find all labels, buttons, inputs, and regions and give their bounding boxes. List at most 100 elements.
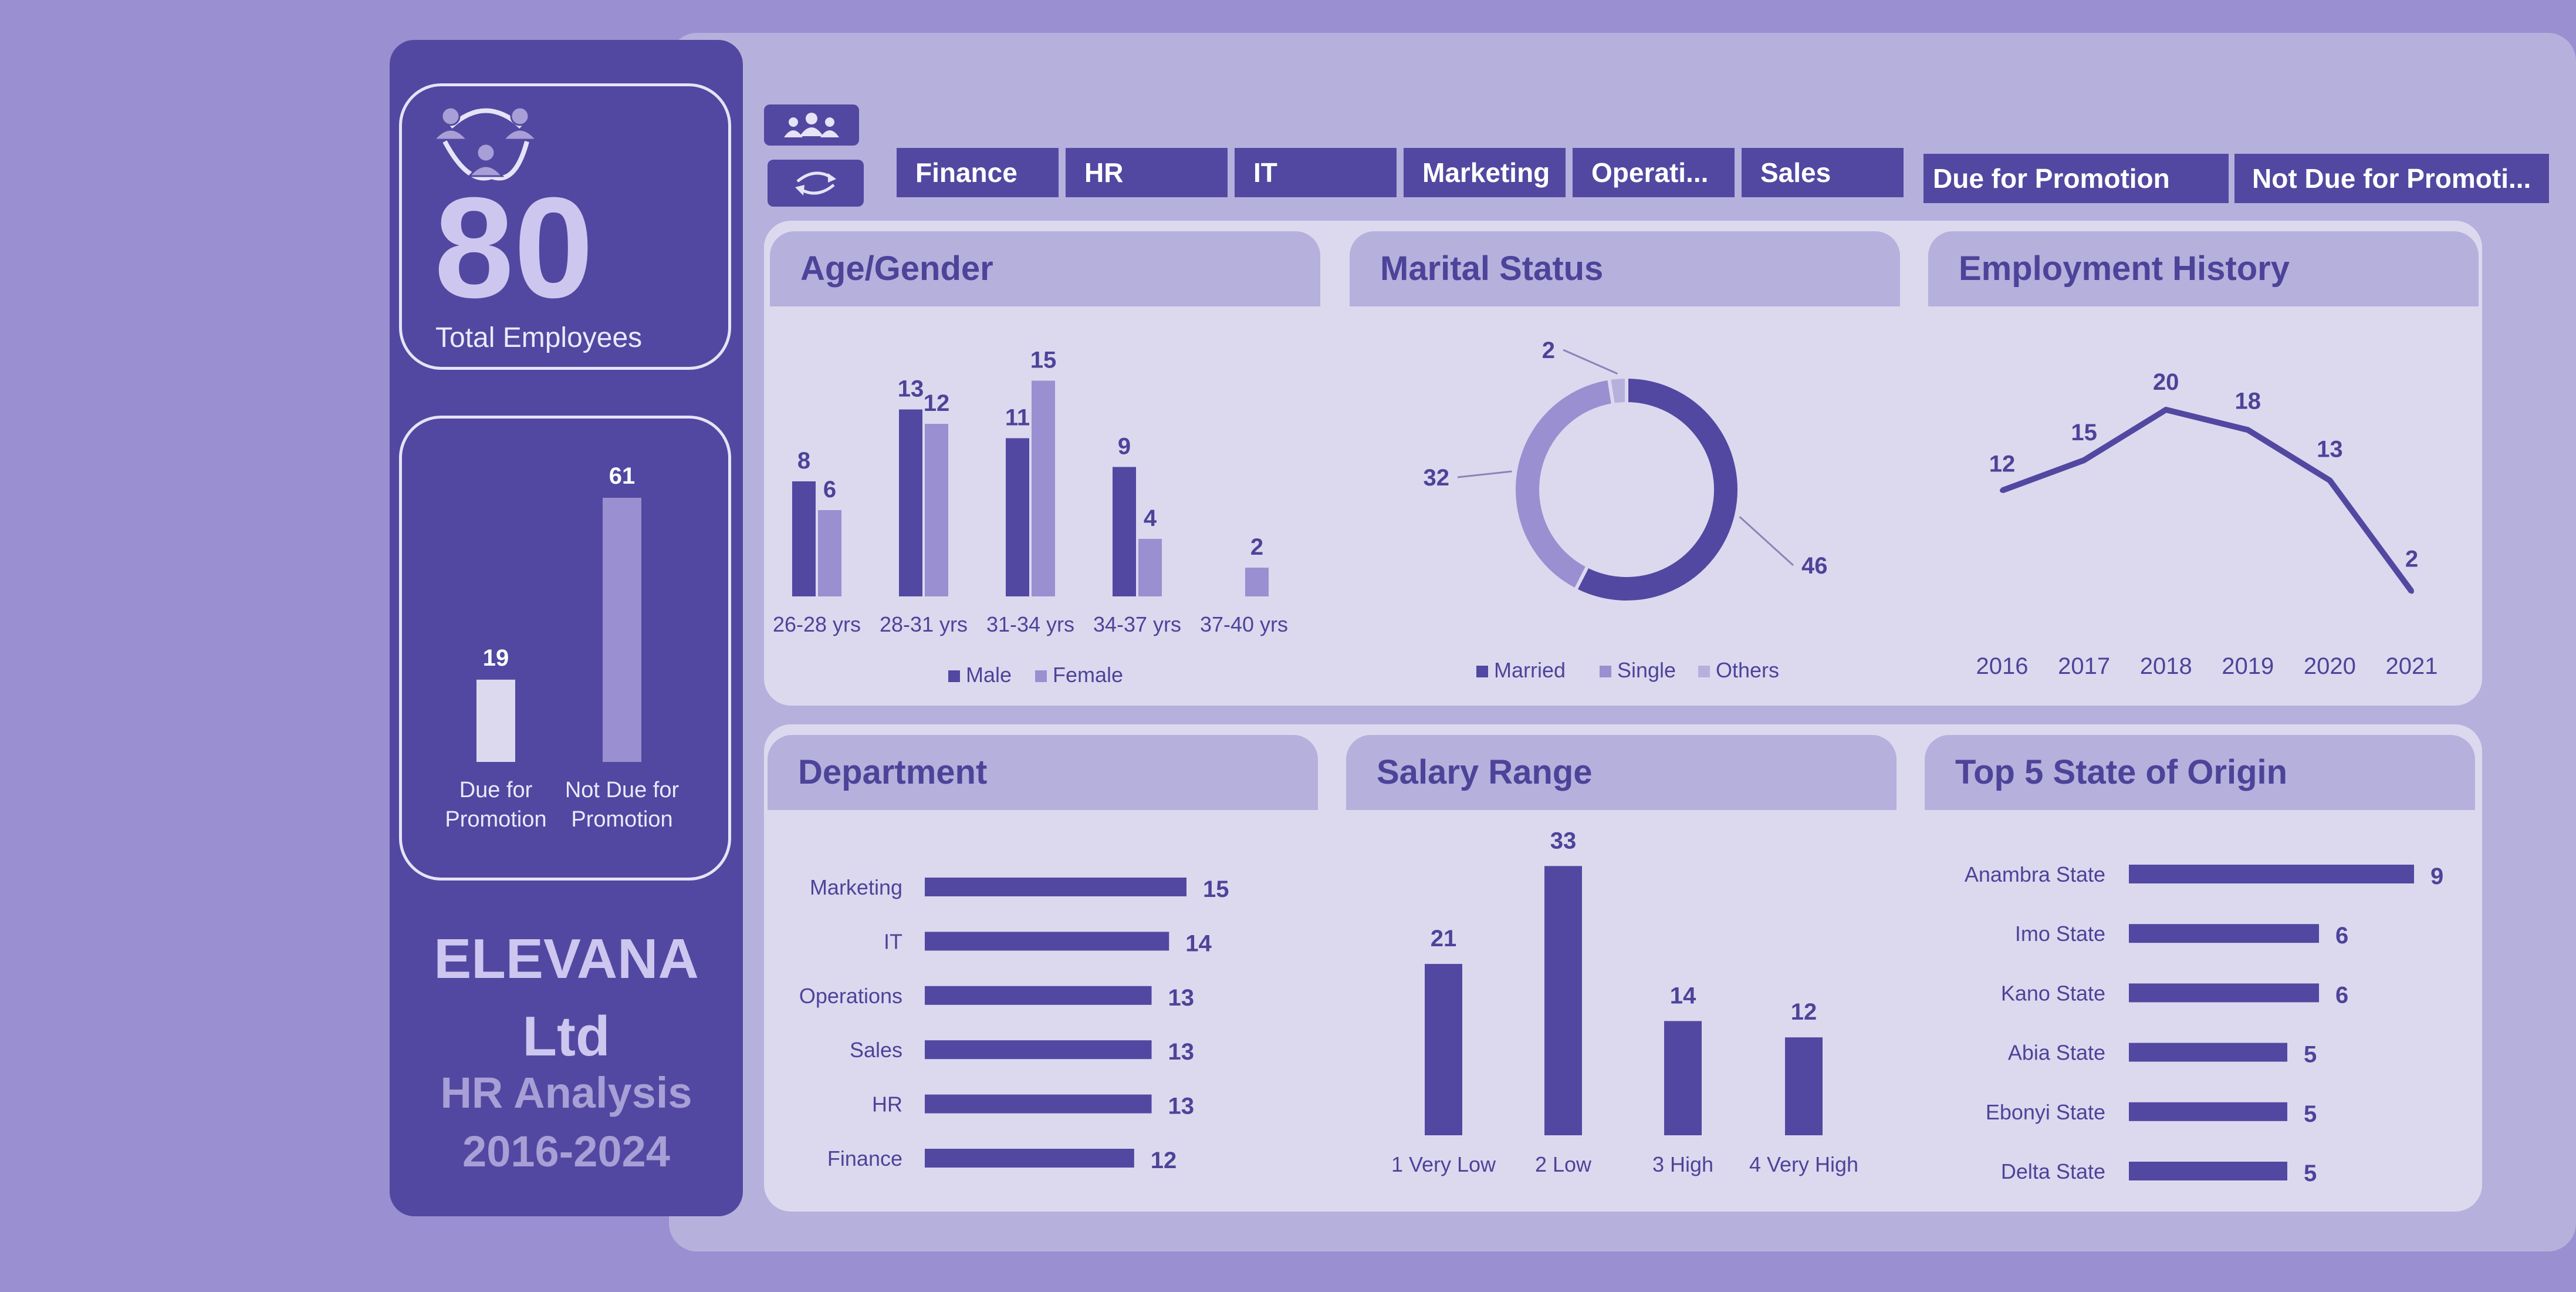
history-value-label: 15 [2071, 420, 2097, 446]
states-bar-kano-state [2129, 983, 2319, 1003]
legend-label-married: Married [1494, 658, 1566, 682]
age-value-label: 6 [823, 477, 836, 502]
states-value-label: 6 [2335, 982, 2348, 1008]
department-category-label: Sales [850, 1038, 902, 1062]
salary-category-label: 1 Very Low [1391, 1152, 1496, 1176]
legend-swatch-male [948, 670, 960, 682]
states-category-label: Ebonyi State [1986, 1100, 2105, 1124]
history-point-2016 [2000, 488, 2004, 493]
states-category-label: Kano State [2001, 981, 2105, 1005]
salary-bar-1-very-low [1425, 964, 1462, 1135]
department-bar-it [925, 932, 1169, 951]
slicer-sales[interactable]: Sales [1742, 148, 1904, 197]
slicer-due-for-promotion[interactable]: Due for Promotion [1923, 154, 2229, 203]
company-name: ELEVANA Ltd [390, 920, 743, 1075]
age-bar-male-28-31-yrs [899, 409, 922, 596]
department-value-label: 14 [1185, 930, 1212, 956]
legend-label-female: Female [1053, 663, 1123, 687]
history-value-label: 2 [2405, 547, 2418, 572]
slicer-select-people-button[interactable] [764, 104, 859, 146]
legend-label-male: Male [966, 663, 1012, 687]
employment-history-title: Employment History [1928, 231, 2479, 306]
history-line [2001, 407, 2415, 593]
department-category-label: Marketing [810, 875, 902, 899]
donut-slice-others [1607, 375, 1628, 407]
states-bar-imo-state [2129, 924, 2319, 943]
slicer-it[interactable]: IT [1235, 148, 1397, 197]
age-bar-female-28-31-yrs [925, 424, 948, 596]
states-category-label: Imo State [2015, 922, 2105, 946]
donut-slice-single [1512, 376, 1615, 593]
promotion-value-label: 19 [483, 645, 509, 671]
age-value-label: 8 [797, 448, 810, 474]
donut-slice-married [1573, 375, 1741, 604]
department-bar-finance [925, 1149, 1134, 1168]
slicer-not-due-for-promotion[interactable]: Not Due for Promoti... [2234, 154, 2549, 203]
age-value-label: 12 [924, 390, 950, 416]
history-point-2018 [2163, 407, 2169, 412]
history-point-2019 [2245, 427, 2250, 433]
age-category-label: 26-28 yrs [773, 612, 861, 636]
employment-history-chart: 12 2016 15 2017 20 2018 18 2019 13 2020 2 2021 [1976, 369, 2438, 679]
age-bar-female-34-37-yrs [1138, 539, 1162, 596]
promotion-category-label: Due for [459, 778, 533, 802]
report-subtitle-line2: 2016-2024 [462, 1127, 670, 1176]
history-year-label: 2016 [1976, 653, 2029, 679]
history-year-label: 2021 [2386, 653, 2438, 679]
promotion-chart: 19 Due for Promotion 61 Not Due for Promotion [445, 463, 679, 832]
department-value-label: 13 [1168, 1039, 1195, 1065]
donut-value-label-married: 46 [1801, 553, 1828, 579]
department-category-label: Finance [827, 1146, 902, 1170]
department-value-label: 13 [1168, 985, 1195, 1011]
donut-leader-line [1457, 470, 1512, 478]
states-category-label: Abia State [2008, 1041, 2105, 1065]
department-bar-hr [925, 1094, 1152, 1114]
age-value-label: 11 [1005, 405, 1030, 431]
age-value-label: 15 [1030, 348, 1057, 373]
slicer-marketing[interactable]: Marketing [1404, 148, 1566, 197]
company-name-line1: ELEVANA [434, 927, 699, 990]
department-category-label: HR [872, 1092, 902, 1116]
salary-category-label: 2 Low [1535, 1152, 1592, 1176]
states-value-label: 5 [2304, 1101, 2317, 1127]
donut-leader-line [1563, 349, 1618, 375]
slicer-operations[interactable]: Operati... [1573, 148, 1735, 197]
age-bar-female-26-28-yrs [818, 510, 841, 596]
age-bar-male-31-34-yrs [1006, 438, 1029, 596]
states-value-label: 5 [2304, 1161, 2317, 1186]
states-category-label: Delta State [2001, 1159, 2105, 1183]
company-name-line2: Ltd [522, 1005, 610, 1068]
history-point-2021 [2409, 589, 2414, 594]
slicer-hr[interactable]: HR [1066, 148, 1228, 197]
promotion-bar-due-for-promotion [476, 679, 515, 762]
salary-range-title: Salary Range [1346, 735, 1896, 810]
report-subtitle-line1: HR Analysis [440, 1068, 692, 1117]
salary-range-chart: 21 1 Very Low 33 2 Low 14 3 High 12 4 Very High [1391, 828, 1858, 1176]
history-value-label: 12 [1989, 451, 2016, 477]
age-value-label: 9 [1118, 434, 1131, 460]
marital-status-title: Marital Status [1350, 231, 1900, 306]
age-bar-female-37-40-yrs [1245, 568, 1269, 596]
promotion-value-label: 61 [609, 463, 635, 489]
legend-label-single: Single [1617, 658, 1676, 682]
states-bar-delta-state [2129, 1162, 2287, 1180]
age-value-label: 4 [1144, 505, 1157, 531]
total-employees-label: Total Employees [435, 322, 643, 353]
top-states-title: Top 5 State of Origin [1925, 735, 2475, 810]
department-value-label: 13 [1168, 1094, 1195, 1119]
clear-filter-button[interactable] [768, 160, 864, 207]
salary-value-label: 12 [1791, 999, 1817, 1025]
legend-swatch-others [1698, 666, 1710, 677]
age-gender-title: Age/Gender [770, 231, 1320, 306]
people-network-icon [432, 106, 539, 181]
states-bar-anambra-state [2129, 865, 2414, 883]
states-value-label: 5 [2304, 1042, 2317, 1068]
age-value-label: 2 [1250, 534, 1263, 560]
department-bar-marketing [925, 878, 1186, 896]
salary-category-label: 4 Very High [1749, 1152, 1858, 1176]
department-bar-sales [925, 1040, 1152, 1060]
donut-value-label-single: 32 [1424, 465, 1450, 491]
age-category-label: 37-40 yrs [1200, 612, 1288, 636]
slicer-finance[interactable]: Finance [897, 148, 1059, 197]
legend-label-others: Others [1716, 658, 1779, 682]
